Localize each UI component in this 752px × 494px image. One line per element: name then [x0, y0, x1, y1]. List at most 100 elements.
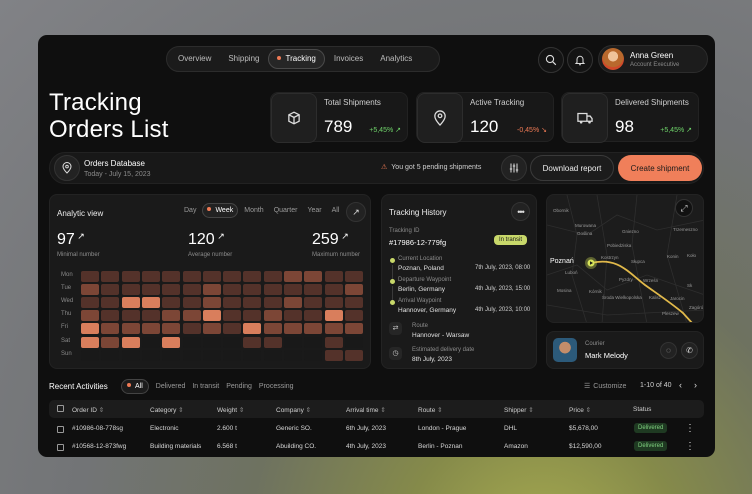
heat-cell[interactable] [182, 271, 201, 282]
heat-cell[interactable] [243, 336, 262, 348]
heat-cell[interactable] [202, 336, 221, 348]
heat-cell[interactable] [243, 271, 262, 282]
heat-cell[interactable] [304, 271, 323, 282]
column-header[interactable]: Order ID ⇕ [72, 407, 105, 414]
heat-cell[interactable] [121, 349, 140, 361]
heat-cell[interactable] [202, 323, 221, 335]
heat-cell[interactable] [101, 310, 120, 322]
heat-cell[interactable] [304, 310, 323, 322]
heat-cell[interactable] [304, 284, 323, 296]
heat-cell[interactable] [141, 271, 160, 282]
heat-cell[interactable] [324, 323, 343, 335]
heat-cell[interactable] [141, 323, 160, 335]
table-row[interactable]: #10568-12-873fwg Building materials 6.568 … [49, 440, 704, 457]
heat-cell[interactable] [162, 349, 181, 361]
column-header[interactable]: Status [633, 406, 652, 413]
customize-button[interactable]: ☰ Customize [584, 383, 627, 390]
heat-cell[interactable] [81, 349, 99, 361]
heat-cell[interactable] [162, 336, 181, 348]
heat-cell[interactable] [101, 349, 120, 361]
heat-cell[interactable] [121, 323, 140, 335]
filter-processing[interactable]: Processing [258, 383, 294, 390]
tab-tracking[interactable]: Tracking [268, 49, 325, 69]
heat-cell[interactable] [202, 271, 221, 282]
heat-cell[interactable] [344, 349, 363, 361]
heat-cell[interactable] [223, 284, 242, 296]
heat-cell[interactable] [344, 336, 363, 348]
route-map[interactable]: Obornik Murowana Goślina Gniezno Trzemeszno P… [546, 194, 704, 323]
column-header[interactable]: Price ⇕ [569, 407, 592, 414]
heat-cell[interactable] [284, 284, 302, 296]
tab-overview[interactable]: Overview [178, 54, 212, 63]
heat-cell[interactable] [81, 271, 99, 282]
heat-cell[interactable] [121, 297, 140, 309]
heat-cell[interactable] [141, 297, 160, 309]
heat-cell[interactable] [141, 336, 160, 348]
heat-cell[interactable] [81, 284, 99, 296]
heat-cell[interactable] [344, 284, 363, 296]
tab-shipping[interactable]: Shipping [228, 54, 260, 63]
filter-in-transit[interactable]: In transit [192, 383, 220, 390]
column-header[interactable]: Category ⇕ [150, 407, 184, 414]
heat-cell[interactable] [223, 271, 242, 282]
heat-cell[interactable] [223, 310, 242, 322]
range-all[interactable]: All [331, 207, 340, 214]
heat-cell[interactable] [81, 310, 99, 322]
heat-cell[interactable] [121, 284, 140, 296]
heat-cell[interactable] [284, 336, 302, 348]
filter-delivered[interactable]: Delivered [155, 383, 186, 390]
heat-cell[interactable] [121, 336, 140, 348]
next-page-icon[interactable]: › [694, 380, 697, 390]
heat-cell[interactable] [243, 349, 262, 361]
heat-cell[interactable] [263, 271, 282, 282]
heat-cell[interactable] [304, 323, 323, 335]
heat-cell[interactable] [304, 349, 323, 361]
heat-cell[interactable] [121, 310, 140, 322]
heat-cell[interactable] [81, 323, 99, 335]
heat-cell[interactable] [182, 297, 201, 309]
range-week[interactable]: Week [202, 203, 239, 218]
heat-cell[interactable] [263, 336, 282, 348]
heat-cell[interactable] [141, 310, 160, 322]
heat-cell[interactable] [284, 349, 302, 361]
create-shipment-button[interactable]: Create shipment [618, 155, 702, 181]
heat-cell[interactable] [344, 310, 363, 322]
heat-cell[interactable] [243, 297, 262, 309]
filter-button[interactable] [501, 155, 527, 181]
heat-cell[interactable] [162, 323, 181, 335]
column-header[interactable]: Company ⇕ [276, 407, 312, 414]
heat-cell[interactable] [324, 284, 343, 296]
heat-cell[interactable] [243, 323, 262, 335]
call-button[interactable]: ✆ [681, 342, 698, 359]
heat-cell[interactable] [141, 349, 160, 361]
row-more-icon[interactable]: ⋮ [685, 441, 695, 452]
heat-cell[interactable] [263, 349, 282, 361]
range-year[interactable]: Year [307, 207, 322, 214]
history-more-button[interactable]: ••• [511, 202, 530, 221]
heat-cell[interactable] [162, 297, 181, 309]
tab-invoices[interactable]: Invoices [333, 54, 364, 63]
download-report-button[interactable]: Download report [530, 155, 614, 181]
heat-cell[interactable] [344, 271, 363, 282]
heat-cell[interactable] [101, 297, 120, 309]
heat-cell[interactable] [223, 349, 242, 361]
heat-cell[interactable] [263, 284, 282, 296]
filter-all[interactable]: All [121, 379, 149, 394]
heat-cell[interactable] [101, 336, 120, 348]
heat-cell[interactable] [344, 323, 363, 335]
heat-cell[interactable] [243, 310, 262, 322]
heat-cell[interactable] [223, 323, 242, 335]
notifications-button[interactable] [567, 47, 593, 73]
heat-cell[interactable] [202, 349, 221, 361]
heat-cell[interactable] [284, 271, 302, 282]
heat-cell[interactable] [202, 297, 221, 309]
row-checkbox[interactable] [57, 426, 64, 433]
user-menu[interactable]: Anna Green Account Executive [598, 45, 708, 73]
heat-cell[interactable] [202, 284, 221, 296]
heat-cell[interactable] [284, 297, 302, 309]
heat-cell[interactable] [344, 297, 363, 309]
heat-cell[interactable] [101, 323, 120, 335]
heat-cell[interactable] [182, 323, 201, 335]
fullscreen-icon[interactable]: ⤢ [675, 199, 693, 217]
table-row[interactable]: #10986-08-778sg Electronic 2.600 t Generic … [49, 422, 704, 439]
